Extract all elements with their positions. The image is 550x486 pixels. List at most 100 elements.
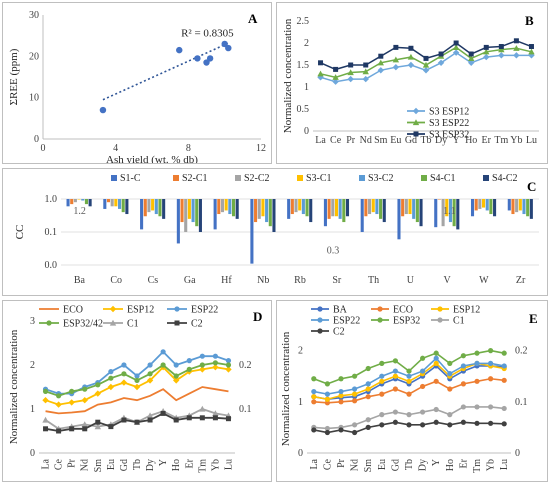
- bar: [70, 199, 74, 205]
- legend-marker-s3-esp32: [413, 131, 419, 137]
- data-point-s3-esp12: [498, 52, 505, 59]
- x-tick-label: Y: [158, 459, 169, 466]
- y-tick-label: 1.5: [297, 60, 310, 71]
- data-point-s3-esp22: [513, 45, 520, 51]
- legend-swatch: [421, 175, 427, 181]
- chart-a: 0 4 8 12 0 10 20 30 Ash yield (wt. % db) ΣREE (pp…: [8, 10, 266, 166]
- panel-d: 0 1 2 3 0.1 0.2 La Ce Pr Nd Sm Eu Gd Tb Dy Y Ho Er Tm Yb Lu N…: [2, 300, 272, 482]
- x-tick-label: Tm: [472, 459, 483, 473]
- x-tick-label: Gd: [405, 135, 417, 146]
- data-point-c1: [352, 422, 358, 428]
- x-tick-label: Eu: [106, 459, 117, 470]
- y-tick-label: 0: [304, 126, 309, 137]
- data-point-eco: [352, 398, 358, 404]
- legend-label-s3-esp12: S3 ESP12: [429, 107, 469, 118]
- x-tick-label: Ho: [445, 459, 456, 471]
- bar: [290, 199, 294, 215]
- data-point-esp12: [338, 393, 344, 399]
- data-point-c2: [311, 427, 317, 433]
- bar: [478, 199, 482, 209]
- data-point-esp22: [173, 362, 179, 368]
- data-point-c2: [365, 424, 371, 430]
- data-point-c1: [406, 412, 412, 418]
- data-point-c2: [56, 428, 62, 434]
- data-point-c2: [147, 417, 153, 423]
- legend-swatch: [359, 175, 365, 181]
- data-point-esp12: [199, 366, 206, 373]
- y-tick-label: 2.5: [297, 16, 310, 27]
- x-tick-label: Ce: [330, 135, 342, 146]
- data-point-esp32-42: [42, 388, 49, 394]
- data-point-c1: [501, 405, 507, 412]
- bar: [323, 199, 327, 227]
- data-point-eco: [406, 391, 412, 397]
- bar: [331, 199, 335, 217]
- data-point-c1: [379, 412, 385, 418]
- data-point-s3-esp12: [422, 67, 430, 74]
- trendline: [102, 42, 229, 101]
- bar: [213, 199, 217, 230]
- data-point-esp22: [186, 358, 192, 364]
- bar: [143, 199, 147, 217]
- y-tick-label: 2: [298, 346, 303, 357]
- legend-label-esp32: ESP32: [393, 316, 420, 327]
- x-tick-label: Lu: [499, 459, 510, 470]
- chart-b: 0 0.5 1 1.5 2 2.5 La Ce Pr Nd Sm Eu Gd Tb Dy Y Ho Er Tm Yb L…: [282, 13, 539, 146]
- y-tick-label: 2: [30, 360, 35, 371]
- bar: [114, 199, 118, 207]
- data-point-s3-esp22: [528, 48, 535, 55]
- data-point-c2: [488, 420, 494, 426]
- data-point-c1: [488, 404, 494, 410]
- data-point-c1: [199, 405, 206, 412]
- data-point-s3-esp12: [392, 64, 400, 71]
- data-point-esp32-42: [134, 377, 140, 383]
- data-point-esp32: [392, 358, 398, 364]
- data-point-c1: [474, 404, 480, 410]
- legend-marker-s3-esp22: [412, 119, 420, 126]
- legend-marker-esp22: [317, 317, 323, 323]
- x-axis-label: Ash yield (wt. % db): [106, 154, 198, 163]
- data-point-esp12: [433, 360, 439, 366]
- data-point-c2: [406, 422, 412, 428]
- bar: [368, 199, 372, 215]
- y-tick-label: 30: [29, 10, 39, 21]
- data-point-s3-esp12: [347, 75, 354, 83]
- y-tick-label: 0: [34, 134, 39, 145]
- bar: [441, 199, 445, 227]
- bar: [334, 199, 339, 217]
- data-point-s3-esp12: [407, 61, 415, 69]
- panel-label: B: [525, 13, 534, 28]
- bar: [187, 199, 191, 219]
- data-point-c1: [365, 417, 371, 423]
- data-point-esp32-42: [199, 362, 205, 368]
- x-tick-label: Nd: [80, 459, 91, 471]
- data-point-esp12: [107, 383, 115, 391]
- x-tick-label: Gd: [390, 459, 401, 471]
- data-point-eco: [379, 391, 385, 397]
- data-point-esp22: [134, 373, 140, 379]
- data-point-esp32: [501, 350, 507, 356]
- y-tick-label: 1: [304, 82, 309, 93]
- x-tick-label: La: [315, 135, 326, 146]
- data-point-eco: [420, 383, 426, 390]
- data-point-esp32: [311, 376, 317, 382]
- bar: [106, 199, 111, 203]
- legend-label-esp22: ESP22: [191, 305, 218, 316]
- data-point-esp32: [324, 381, 330, 387]
- data-point-s3-esp22: [317, 70, 324, 77]
- x-tick-label: Nd: [350, 459, 361, 471]
- data-point-s3-esp32: [513, 38, 519, 44]
- bar: [158, 199, 162, 217]
- data-point-c2: [212, 415, 218, 421]
- bar: [305, 199, 309, 217]
- data-point-s3-esp12: [437, 59, 445, 66]
- data-point-esp32-42: [186, 366, 192, 372]
- data-point-c2: [352, 429, 358, 436]
- bar: [382, 199, 386, 223]
- data-point: [99, 106, 107, 114]
- data-point-esp12: [392, 373, 398, 379]
- bar: [482, 199, 486, 208]
- data-point-s3-esp22: [483, 48, 490, 55]
- x-tick-label: 12: [256, 143, 266, 154]
- y-tick-label: 1: [298, 397, 303, 408]
